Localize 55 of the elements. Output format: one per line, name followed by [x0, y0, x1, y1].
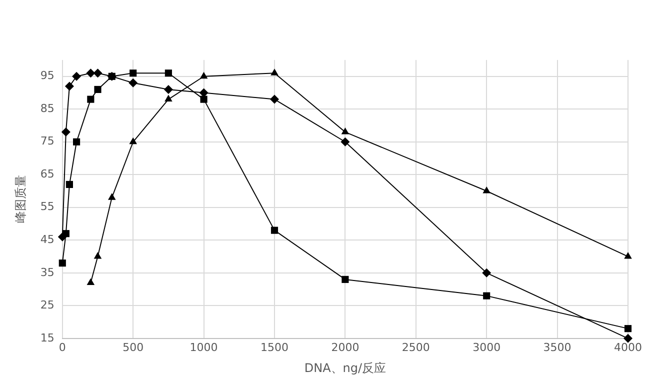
- point: [66, 180, 74, 188]
- point: [87, 96, 94, 103]
- point: [130, 70, 137, 77]
- point: [200, 96, 208, 103]
- x-tick-label: 1000: [190, 340, 218, 354]
- point: [482, 186, 490, 194]
- point: [624, 325, 632, 332]
- point: [129, 137, 137, 144]
- y-tick-label: 55: [40, 200, 54, 214]
- point: [483, 292, 490, 300]
- y-tick-label: 25: [40, 298, 54, 312]
- y-tick-label: 95: [40, 69, 54, 82]
- point: [482, 268, 492, 278]
- point: [108, 193, 116, 200]
- point: [58, 260, 66, 267]
- point: [108, 72, 116, 80]
- point: [164, 94, 172, 102]
- x-tick-label: 2500: [402, 340, 430, 354]
- point: [94, 252, 102, 259]
- x-tick-label: 2000: [331, 340, 360, 354]
- point: [86, 68, 96, 78]
- point: [341, 128, 350, 134]
- x-tick-label: 4000: [614, 340, 642, 354]
- point: [270, 68, 278, 76]
- point: [200, 72, 208, 79]
- x-tick-label: 3500: [543, 340, 572, 354]
- point: [94, 86, 102, 94]
- point: [128, 78, 138, 88]
- point: [73, 138, 80, 146]
- point: [86, 278, 95, 285]
- point: [270, 226, 278, 234]
- point: [342, 276, 349, 283]
- point: [64, 82, 74, 91]
- point: [164, 70, 172, 77]
- point: [61, 128, 70, 137]
- y-axis-title: 峰图质量: [13, 175, 28, 224]
- point: [624, 334, 632, 343]
- x-tick-label: 1500: [260, 340, 288, 354]
- y-tick-label: 75: [40, 134, 54, 148]
- x-tick-label: 500: [122, 340, 144, 354]
- point: [270, 94, 279, 104]
- y-tick-label: 35: [40, 266, 54, 279]
- y-tick-label: 15: [40, 331, 54, 344]
- x-tick-label: 0: [58, 340, 66, 354]
- point: [624, 252, 632, 259]
- point: [340, 137, 350, 146]
- point: [164, 84, 173, 94]
- y-tick-label: 45: [40, 233, 54, 246]
- x-axis-title: DNA、ng/反应: [304, 360, 386, 375]
- point: [93, 68, 102, 78]
- point: [72, 72, 82, 81]
- point: [62, 230, 70, 238]
- x-tick-label: 3000: [472, 340, 501, 354]
- y-tick-label: 65: [40, 167, 54, 180]
- y-tick-label: 85: [40, 102, 54, 115]
